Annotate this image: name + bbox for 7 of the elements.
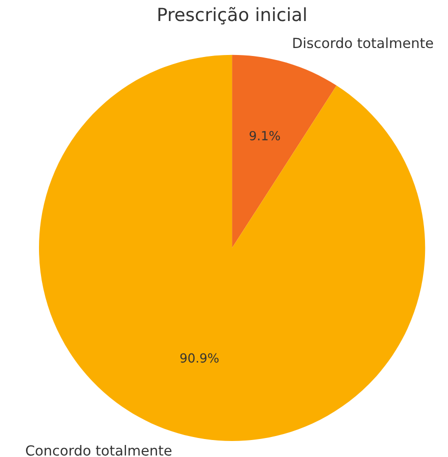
pie-slice: [232, 54, 337, 248]
slice-label: Discordo totalmente: [293, 37, 433, 48]
data-label: 9.1%: [250, 130, 280, 140]
slice-label: Concordo totalmente: [26, 444, 172, 456]
data-label: 90.9%: [180, 353, 219, 363]
pie-slice: [38, 54, 426, 441]
chart-title: Prescrição inicial: [158, 6, 306, 24]
